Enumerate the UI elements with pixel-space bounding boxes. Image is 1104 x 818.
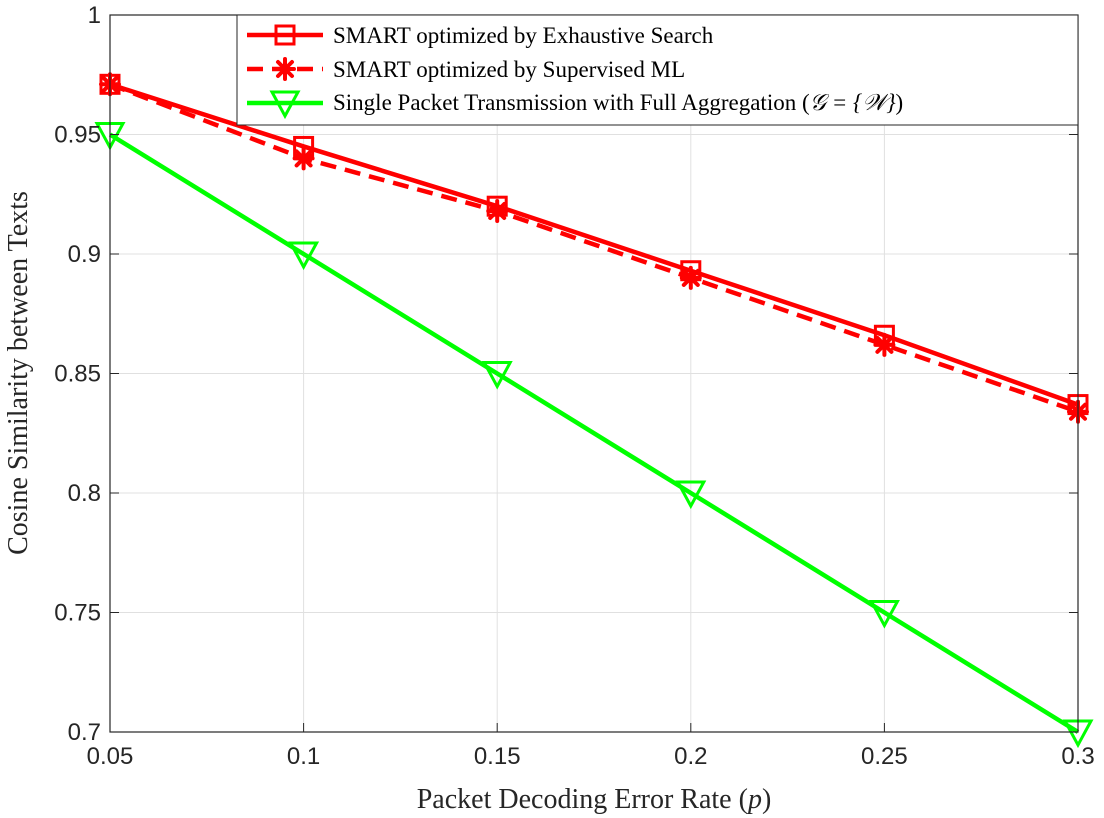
legend-marker-exhaustive-search: [274, 24, 296, 46]
legend-swatches: [247, 24, 323, 120]
data-point-supervised-ml: [873, 332, 896, 357]
x-axis-title: Packet Decoding Error Rate (p): [417, 784, 772, 815]
data-point-single-packet: [868, 600, 900, 629]
legend-label-single-packet-close: ): [896, 90, 904, 115]
y-tick-label: 0.9: [68, 241, 101, 268]
x-axis-title-close: ): [762, 784, 771, 815]
x-tick-label: 0.2: [674, 743, 707, 770]
x-tick-label: 0.05: [87, 743, 134, 770]
legend-label-single-packet-text: Single Packet Transmission with Full Agg…: [333, 90, 810, 115]
x-tick-label: 0.15: [474, 743, 521, 770]
legend-label-single-packet-math: 𝒢 = {𝒲}: [810, 90, 896, 115]
x-tick-label: 0.25: [861, 743, 908, 770]
x-axis-title-var: p: [746, 784, 762, 815]
x-tick-label: 0.1: [287, 743, 320, 770]
legend-label-single-packet: Single Packet Transmission with Full Agg…: [333, 90, 903, 115]
data-point-single-packet: [288, 241, 320, 271]
y-axis-title: Cosine Similarity between Texts: [3, 191, 34, 555]
ticks: 0.05 0.1 0.15 0.2 0.25 0.3 0.7 0.75 0.8 0.85 0.9 0.…: [54, 2, 1094, 770]
y-tick-label: 0.75: [54, 600, 101, 627]
legend-box: [236, 14, 1079, 126]
legend: SMART optimized by Exhaustive Search SMA…: [236, 14, 1079, 126]
x-axis-title-text: Packet Decoding Error Rate (: [417, 784, 748, 815]
legend-marker-supervised-ml: [274, 57, 296, 81]
legend-label-supervised: SMART optimized by Supervised ML: [333, 57, 685, 82]
y-tick-label: 1: [88, 2, 101, 29]
data-point-supervised-ml: [679, 265, 702, 290]
x-tick-label: 0.3: [1061, 743, 1094, 770]
y-tick-label: 0.7: [68, 719, 101, 746]
series-layer: [94, 72, 1094, 749]
legend-label-exhaustive: SMART optimized by Exhaustive Search: [333, 23, 714, 48]
y-tick-label: 0.85: [54, 361, 101, 388]
data-point-supervised-ml: [486, 198, 509, 223]
y-tick-label: 0.95: [54, 122, 101, 149]
series-line-supervised-ml: [109, 82, 1079, 414]
y-tick-label: 0.8: [68, 480, 101, 507]
series-line-exhaustive-search: [109, 82, 1079, 407]
data-point-single-packet: [481, 361, 513, 390]
series-line-single-packet: [108, 132, 1080, 734]
legend-marker-single-packet: [269, 90, 301, 120]
data-point-supervised-ml: [292, 146, 315, 171]
data-point-single-packet: [675, 480, 707, 510]
